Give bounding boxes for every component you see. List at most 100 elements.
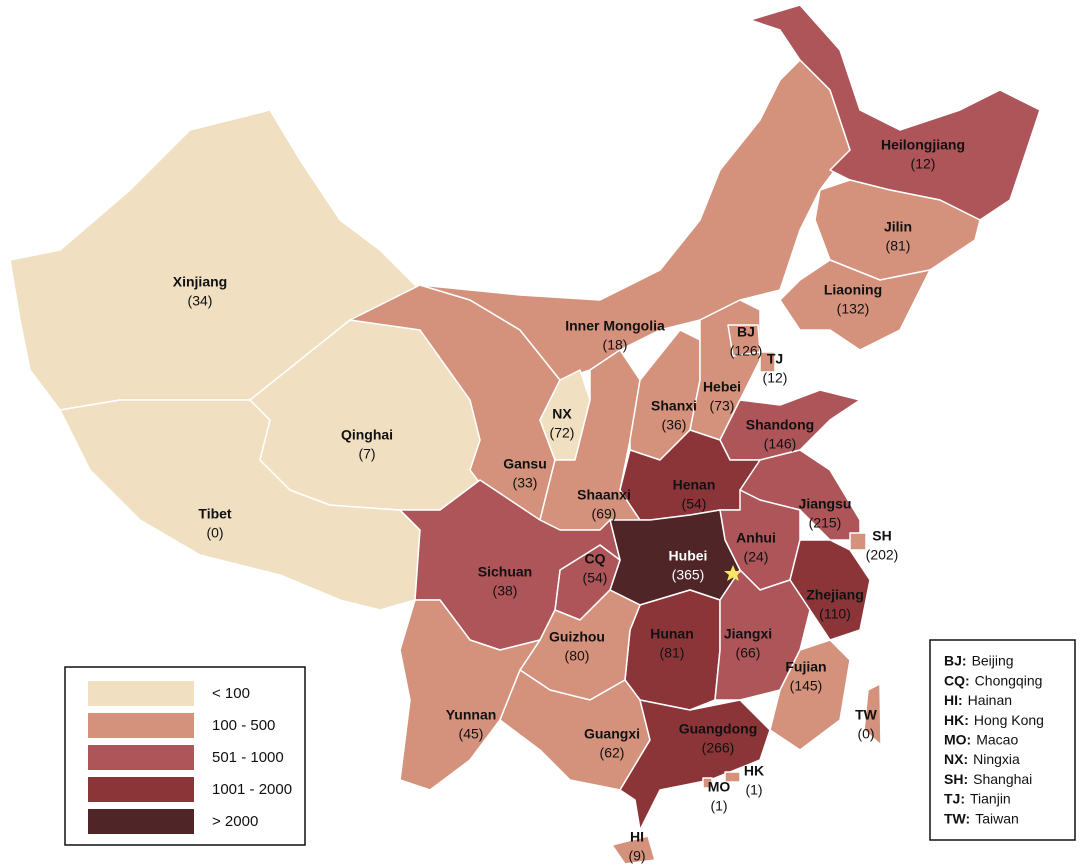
region-count: (81) <box>886 238 911 254</box>
legend-label: > 2000 <box>212 813 258 830</box>
region-group <box>849 532 867 551</box>
key-name: Ningxia <box>973 751 1020 767</box>
legend-label: < 100 <box>212 685 250 702</box>
region <box>611 835 656 865</box>
region-count: (202) <box>866 547 899 563</box>
key-abbr: TJ: <box>944 791 965 807</box>
key-box <box>929 639 1076 841</box>
legend-swatch <box>88 681 194 706</box>
legend-label: 100 - 500 <box>212 717 275 734</box>
region-name: Yunnan <box>446 707 497 723</box>
region-count: (62) <box>600 745 625 761</box>
region-name: Shandong <box>746 417 814 433</box>
region-count: (33) <box>513 475 538 491</box>
legend-label: 1001 - 2000 <box>212 781 292 798</box>
region <box>724 771 741 783</box>
region-count: (66) <box>736 645 761 661</box>
region-count: (1) <box>710 798 727 814</box>
region-name: Zhejiang <box>806 587 864 603</box>
key-name: Beijing <box>972 653 1014 669</box>
legend-swatch <box>88 713 194 738</box>
region <box>619 699 771 831</box>
region-name: Inner Mongolia <box>565 318 665 334</box>
region-count: (146) <box>764 436 797 452</box>
region-group <box>814 179 981 281</box>
key-name: Tianjin <box>970 791 1011 807</box>
epicenter-star <box>724 565 742 581</box>
region-name: Xinjiang <box>173 274 227 290</box>
region-count: (9) <box>628 848 645 864</box>
legend-label: 501 - 1000 <box>212 749 284 766</box>
region-name: Jiangxi <box>724 626 772 642</box>
region-count: (38) <box>493 583 518 599</box>
region-count: (24) <box>744 549 769 565</box>
region-count: (54) <box>682 496 707 512</box>
key-name: Shanghai <box>973 771 1032 787</box>
region-name: Shaanxi <box>577 487 631 503</box>
key-abbr: BJ: <box>944 653 967 669</box>
region-count: (80) <box>565 648 590 664</box>
region-name: Tibet <box>198 506 232 522</box>
region-name: Fujian <box>785 659 826 675</box>
key-name: Hong Kong <box>974 712 1044 728</box>
region <box>863 683 882 746</box>
region-name: Hebei <box>703 379 741 395</box>
region-name: Hubei <box>669 548 708 564</box>
region-name: Guangxi <box>584 726 640 742</box>
region-name: SH <box>872 528 891 544</box>
region-name: TW <box>855 707 878 723</box>
region-count: (145) <box>790 678 823 694</box>
region-name: Guangdong <box>679 721 758 737</box>
region-count: (110) <box>819 606 851 622</box>
region <box>702 777 713 789</box>
region-group <box>611 835 656 865</box>
region <box>814 179 981 281</box>
region-count: (34) <box>188 293 213 309</box>
region-group <box>779 259 931 351</box>
region-name: Liaoning <box>824 282 882 298</box>
key-name: Hainan <box>968 692 1012 708</box>
region-count: (126) <box>730 343 763 359</box>
region-name: HK <box>744 763 764 779</box>
region-count: (54) <box>583 570 608 586</box>
region-count: (18) <box>603 337 628 353</box>
region-name: Heilongjiang <box>881 137 965 153</box>
region-count: (266) <box>702 740 735 756</box>
region-count: (73) <box>710 398 735 414</box>
region-name: Guizhou <box>549 629 605 645</box>
region-count: (45) <box>459 726 484 742</box>
key-abbr: TW: <box>944 810 970 826</box>
region <box>769 639 851 751</box>
region-name: NX <box>552 406 572 422</box>
region-count: (72) <box>550 425 575 441</box>
region-name: Henan <box>673 477 716 493</box>
region-name: Jiangsu <box>799 496 852 512</box>
region-name: TJ <box>767 351 783 367</box>
region-count: (0) <box>857 726 874 742</box>
region-name: BJ <box>737 324 755 340</box>
region-count: (12) <box>763 370 788 386</box>
region-name: Jilin <box>884 219 912 235</box>
region-name: MO <box>708 779 731 795</box>
region-group <box>759 351 776 373</box>
region <box>849 532 867 551</box>
region <box>759 351 776 373</box>
legend-swatch <box>88 777 194 802</box>
region-name: HI <box>630 829 644 845</box>
key-name: Chongqing <box>975 672 1043 688</box>
region-group <box>863 683 882 746</box>
region-group <box>769 639 851 751</box>
region-group <box>702 777 713 789</box>
region-name: Gansu <box>503 456 547 472</box>
region-count: (12) <box>911 156 936 172</box>
region-count: (215) <box>809 515 842 531</box>
region-name: Sichuan <box>478 564 532 580</box>
region <box>779 259 931 351</box>
key-name: Taiwan <box>975 810 1019 826</box>
region-group <box>724 771 741 783</box>
legend-swatch <box>88 809 194 834</box>
key-abbr: HK: <box>944 712 969 728</box>
key-name: Macao <box>976 732 1018 748</box>
region-count: (132) <box>837 301 870 317</box>
